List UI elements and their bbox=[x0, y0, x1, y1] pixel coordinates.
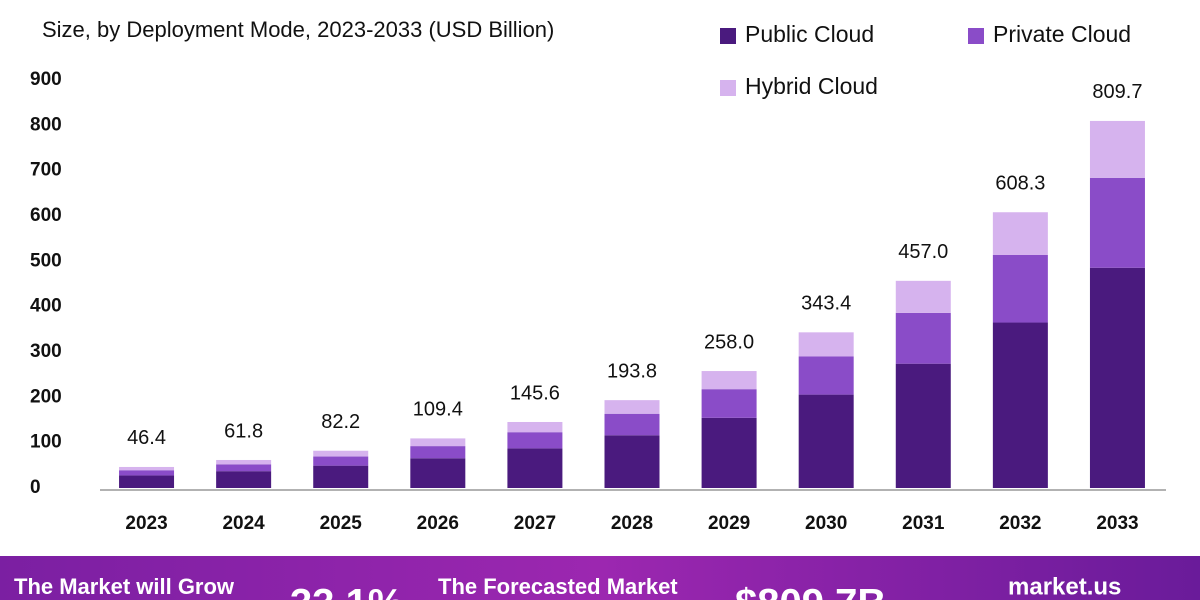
legend-label: Hybrid Cloud bbox=[745, 73, 878, 99]
y-tick-label: 600 bbox=[30, 205, 62, 226]
banner-text: The Forecasted Market bbox=[438, 574, 678, 599]
bar-segment bbox=[216, 471, 272, 488]
bar-segment bbox=[992, 212, 1048, 255]
bar-segment bbox=[119, 466, 175, 471]
total-label: 608.3 bbox=[995, 173, 1045, 195]
bar-segment bbox=[798, 332, 854, 357]
bar-segment bbox=[313, 456, 369, 466]
bar-segment bbox=[604, 400, 660, 414]
y-tick-label: 400 bbox=[30, 296, 62, 317]
bar-segment bbox=[895, 280, 951, 313]
legend-swatch bbox=[968, 28, 984, 44]
total-label: 258.0 bbox=[704, 331, 754, 353]
bar-segment bbox=[507, 421, 563, 433]
y-tick-label: 200 bbox=[30, 386, 62, 407]
banner-text: The Market will Grow bbox=[14, 574, 235, 599]
bar-segment bbox=[604, 435, 660, 488]
x-tick-label: 2033 bbox=[1096, 513, 1138, 534]
bar-segment bbox=[216, 459, 272, 465]
bar-segment bbox=[798, 394, 854, 488]
x-tick-label: 2025 bbox=[320, 513, 363, 534]
total-label: 82.2 bbox=[321, 411, 360, 433]
y-tick-label: 0 bbox=[30, 477, 41, 498]
bar-segment bbox=[701, 371, 757, 390]
y-tick-label: 500 bbox=[30, 250, 62, 271]
x-tick-label: 2028 bbox=[611, 513, 653, 534]
chart-subtitle: Size, by Deployment Mode, 2023-2033 (USD… bbox=[42, 17, 554, 42]
bar-segment bbox=[507, 448, 563, 488]
legend-swatch bbox=[720, 28, 736, 44]
bar-segment bbox=[507, 432, 563, 449]
bar-segment bbox=[1089, 177, 1145, 268]
legend-label: Private Cloud bbox=[993, 21, 1131, 47]
x-tick-label: 2024 bbox=[222, 513, 265, 534]
bar-segment bbox=[313, 450, 369, 457]
bar-segment bbox=[992, 254, 1048, 323]
total-label: 457.0 bbox=[898, 241, 948, 263]
x-tick-label: 2023 bbox=[125, 513, 167, 534]
x-tick-label: 2026 bbox=[417, 513, 459, 534]
x-tick-label: 2030 bbox=[805, 513, 847, 534]
bar-segment bbox=[216, 464, 272, 472]
bar-segment bbox=[410, 446, 466, 459]
x-tick-label: 2029 bbox=[708, 513, 750, 534]
bar-segment bbox=[604, 413, 660, 436]
bar-segment bbox=[313, 465, 369, 488]
bar-segment bbox=[1089, 120, 1145, 178]
x-tick-label: 2031 bbox=[902, 513, 945, 534]
total-label: 46.4 bbox=[127, 427, 166, 449]
bar-segment bbox=[119, 470, 175, 476]
bar-segment bbox=[992, 322, 1048, 488]
legend-label: Public Cloud bbox=[745, 21, 874, 47]
bar-segment bbox=[701, 417, 757, 488]
banner-text: 33.1% bbox=[290, 582, 403, 600]
total-label: 193.8 bbox=[607, 360, 657, 382]
bar-segment bbox=[701, 389, 757, 418]
bar-segment bbox=[410, 458, 466, 488]
x-tick-label: 2027 bbox=[514, 513, 556, 534]
y-tick-label: 100 bbox=[30, 432, 62, 453]
total-label: 343.4 bbox=[801, 293, 851, 315]
y-tick-label: 800 bbox=[30, 114, 62, 135]
bar-segment bbox=[895, 312, 951, 364]
total-label: 109.4 bbox=[413, 399, 463, 421]
total-label: 809.7 bbox=[1092, 81, 1142, 103]
y-tick-label: 300 bbox=[30, 341, 62, 362]
banner bbox=[0, 556, 1200, 600]
y-tick-label: 900 bbox=[30, 69, 62, 90]
total-label: 145.6 bbox=[510, 382, 560, 404]
bar-segment bbox=[119, 475, 175, 488]
bar-segment bbox=[1089, 267, 1145, 488]
x-tick-label: 2032 bbox=[999, 513, 1041, 534]
banner-text: market.us bbox=[1008, 573, 1121, 600]
bar-segment bbox=[895, 363, 951, 488]
total-label: 61.8 bbox=[224, 420, 263, 442]
banner-text: $809.7B bbox=[735, 582, 886, 600]
legend-swatch bbox=[720, 80, 736, 96]
bar-segment bbox=[798, 356, 854, 395]
y-tick-label: 700 bbox=[30, 160, 62, 181]
bar-segment bbox=[410, 438, 466, 447]
